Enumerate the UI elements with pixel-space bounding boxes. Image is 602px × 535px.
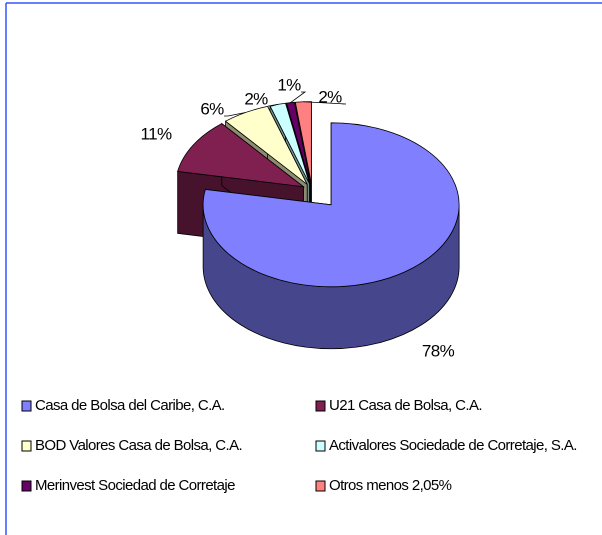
legend-swatch [315, 400, 326, 412]
leader-line [303, 101, 347, 105]
pie-slice [177, 123, 305, 188]
legend-label: Merinvest Sociedad de Corretaje [35, 477, 235, 494]
pie-slice [202, 122, 460, 288]
legend-label: Otros menos 2,05% [329, 477, 452, 494]
data-labels: 78% 11% 6% 2% 1% 2% [141, 75, 456, 360]
legend: Casa de Bolsa del Caribe, C.A. U21 Casa d… [21, 397, 577, 494]
legend-label: Activalores Sociedade de Corretaje, S.A. [329, 437, 577, 454]
legend-swatch [315, 480, 326, 492]
legend-label: U21 Casa de Bolsa, C.A. [329, 397, 482, 414]
leader-line [224, 112, 246, 117]
data-label: 2% [318, 87, 342, 106]
legend-swatch [21, 440, 32, 452]
leader-line [268, 103, 278, 107]
data-label: 1% [277, 75, 301, 94]
legend-swatch [21, 480, 32, 492]
legend-label: Casa de Bolsa del Caribe, C.A. [35, 397, 225, 414]
pie-tops [177, 101, 460, 288]
legend-swatch [315, 440, 326, 452]
data-label: 2% [244, 89, 268, 108]
pie-slice [294, 101, 312, 184]
data-label: 11% [141, 124, 172, 143]
data-label: 6% [200, 99, 224, 118]
legend-swatch [21, 400, 32, 412]
leader-line [290, 91, 307, 104]
legend-label: BOD Valores Casa de Bolsa, C.A. [35, 437, 242, 454]
data-label: 78% [422, 341, 455, 360]
